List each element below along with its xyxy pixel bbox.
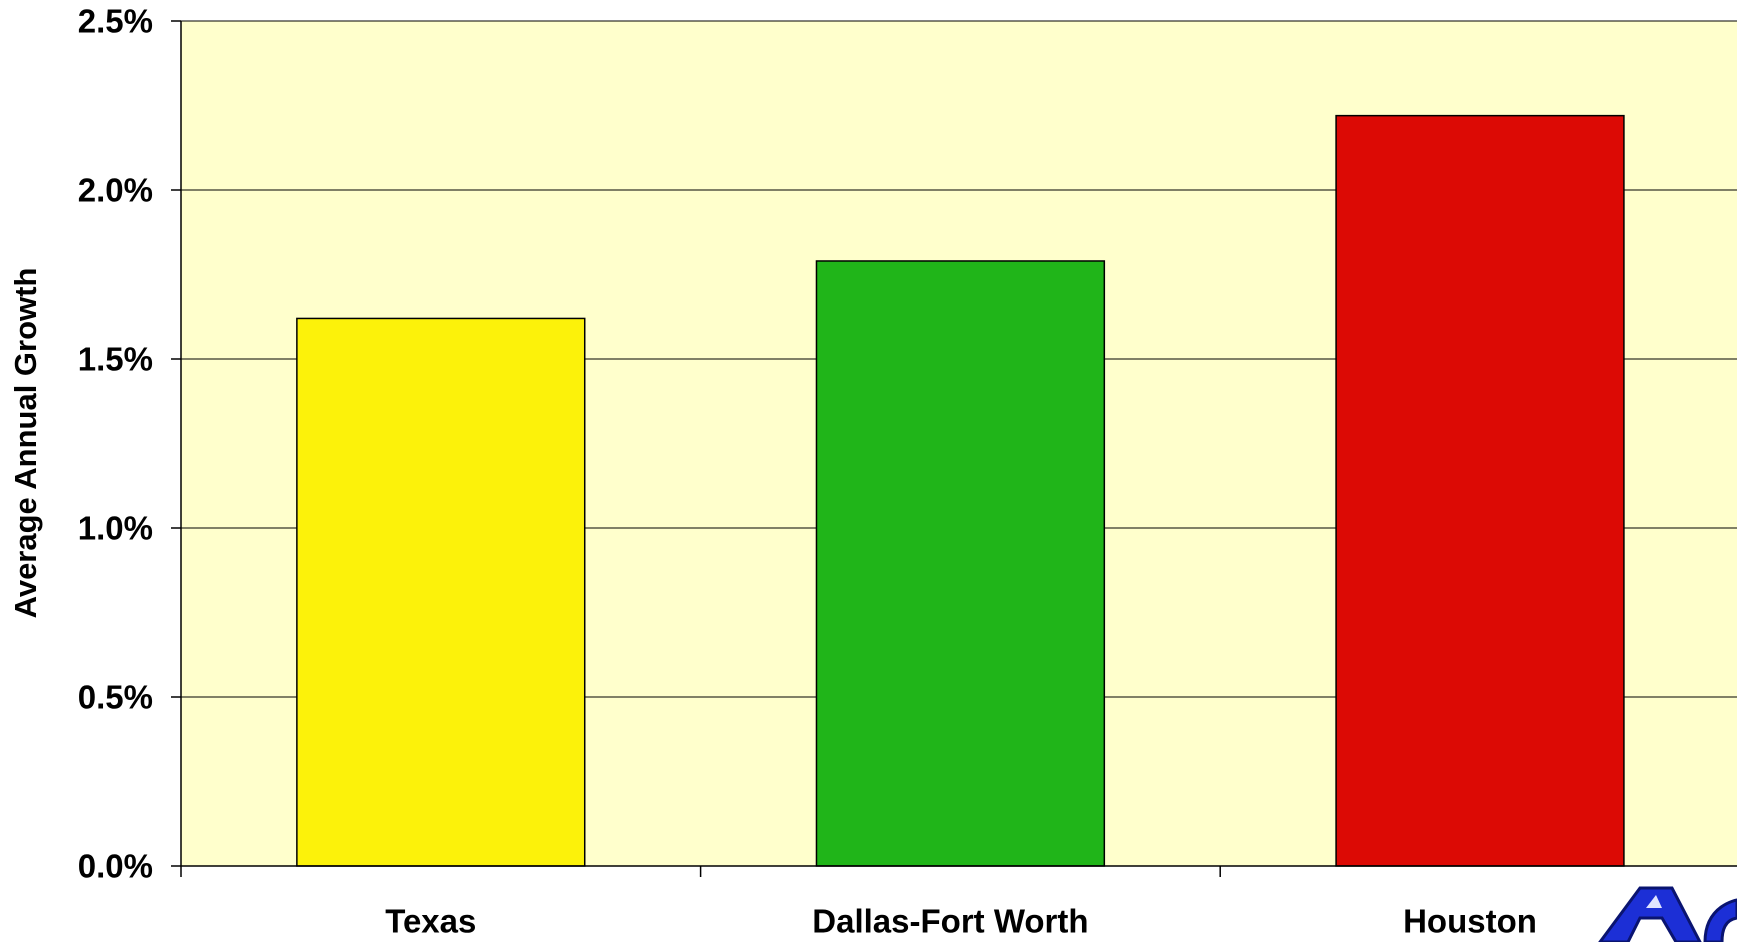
y-tick-label: 0.0% xyxy=(78,848,153,885)
y-tick-label: 2.5% xyxy=(78,3,153,40)
y-tick-label: 1.0% xyxy=(78,510,153,547)
x-tick-label: Dallas-Fort Worth xyxy=(812,903,1088,940)
y-tick-label: 2.0% xyxy=(78,172,153,209)
y-tick-label: 0.5% xyxy=(78,679,153,716)
logo xyxy=(1598,886,1737,942)
x-tick-label: Houston xyxy=(1403,903,1537,940)
bar xyxy=(1335,114,1625,867)
labels: 0.0% 0.5% 1.0% 1.5% 2.0% 2.5% Texas Dallas-Fort… xyxy=(78,3,1537,940)
y-tick-label: 1.5% xyxy=(78,341,153,378)
bar xyxy=(815,260,1106,867)
x-tick-label: Texas xyxy=(385,903,476,940)
bars xyxy=(296,114,1625,867)
bar xyxy=(296,317,586,867)
y-axis-title: Average Annual Growth xyxy=(8,268,43,619)
